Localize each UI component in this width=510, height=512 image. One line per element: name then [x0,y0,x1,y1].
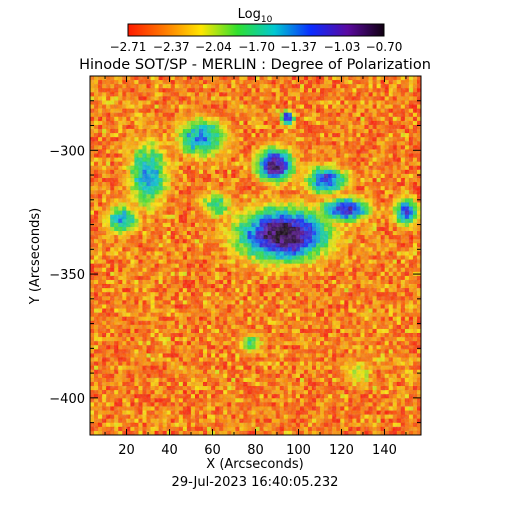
colorbar-tick-label: −2.37 [153,40,190,54]
colorbar-title: Log10 [238,7,273,25]
colorbar-tick-label: −1.03 [324,40,361,54]
chart-title: Hinode SOT/SP - MERLIN : Degree of Polar… [79,57,431,73]
colorbar-tick-label: −0.70 [366,40,403,54]
colorbar-tick-group: −2.71 −2.37 −2.04 −1.70 −1.37 −1.03 −0.70 [110,40,403,54]
colorbar [127,23,385,37]
colorbar-tick-label: −1.70 [238,40,275,54]
colorbar-tick-label: −1.37 [280,40,317,54]
colorbar-tick-label: −2.71 [110,40,147,54]
colorbar-tick-label: −2.04 [195,40,232,54]
heatmap-area [90,76,421,435]
